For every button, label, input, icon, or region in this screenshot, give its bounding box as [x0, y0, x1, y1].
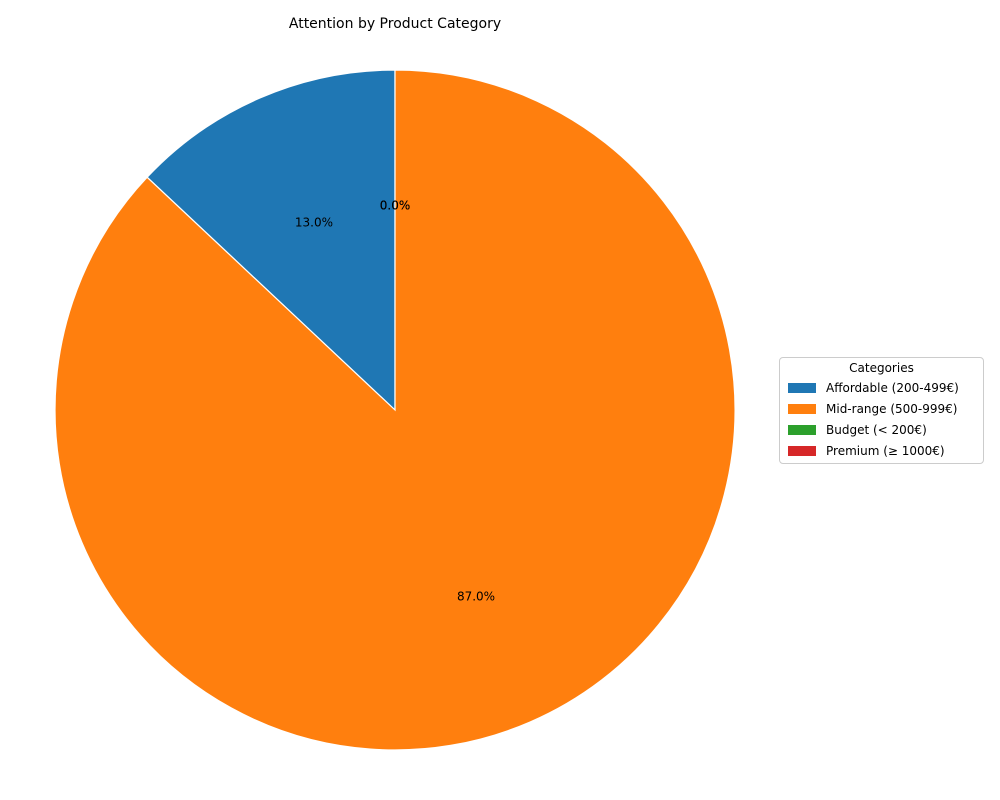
legend-label: Affordable (200-499€) — [826, 381, 959, 395]
legend-swatch — [788, 446, 816, 456]
legend-swatch — [788, 404, 816, 414]
pie-slice — [54, 69, 736, 751]
pie-slice — [146, 69, 396, 412]
legend-label: Budget (< 200€) — [826, 423, 927, 437]
legend-item-mid-range: Mid-range (500-999€) — [788, 401, 957, 417]
legend-label: Mid-range (500-999€) — [826, 402, 958, 416]
legend-swatch — [788, 425, 816, 435]
pie-percent-label: 87.0% — [457, 590, 495, 604]
legend-item-budget: Budget (< 200€) — [788, 422, 927, 438]
pie-percent-label: 0.0% — [380, 199, 411, 213]
legend-swatch — [788, 383, 816, 393]
pie-slices — [54, 69, 736, 751]
legend-title: Categories — [849, 361, 914, 375]
legend-item-affordable: Affordable (200-499€) — [788, 380, 959, 396]
pie-labels: 13.0%87.0%0.0%0.0% — [295, 199, 495, 604]
legend-item-premium: Premium (≥ 1000€) — [788, 443, 945, 459]
pie-percent-label: 0.0% — [380, 199, 411, 213]
legend: Categories Affordable (200-499€) Mid-ran… — [779, 357, 984, 464]
pie-percent-label: 13.0% — [295, 215, 333, 229]
legend-label: Premium (≥ 1000€) — [826, 444, 945, 458]
chart-title: Attention by Product Category — [289, 16, 501, 32]
